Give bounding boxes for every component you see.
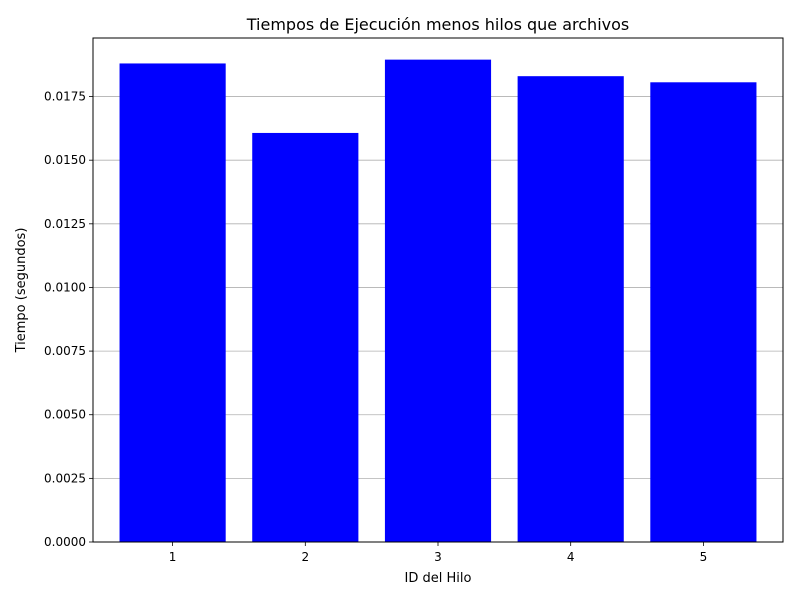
bar-3 <box>384 59 492 543</box>
y-tick-label: 0.0025 <box>44 471 86 485</box>
y-axis-ticks: 0.0000 0.0025 0.0050 0.0075 0.0100 0.0125 0.01… <box>44 90 93 549</box>
y-tick-label: 0.0100 <box>44 280 86 294</box>
x-axis-label: ID del Hilo <box>405 571 472 586</box>
y-axis-label: Tiempo (segundos) <box>14 228 29 354</box>
x-tick-label: 2 <box>301 550 309 564</box>
bar-5 <box>650 82 757 543</box>
x-axis-ticks: 1 2 3 4 5 <box>169 542 707 564</box>
bar-1 <box>119 63 226 543</box>
y-tick-label: 0.0125 <box>44 217 86 231</box>
bars <box>119 59 757 543</box>
bar-4 <box>517 76 624 542</box>
y-tick-label: 0.0000 <box>44 535 86 549</box>
y-tick-label: 0.0150 <box>44 153 86 167</box>
x-tick-label: 1 <box>169 550 177 564</box>
x-tick-label: 3 <box>434 550 442 564</box>
y-tick-label: 0.0050 <box>44 408 86 422</box>
x-tick-label: 4 <box>567 550 575 564</box>
bar-2 <box>252 132 359 543</box>
chart-title: Tiempos de Ejecución menos hilos que arc… <box>246 15 629 34</box>
y-tick-label: 0.0075 <box>44 344 86 358</box>
y-tick-label: 0.0175 <box>44 90 86 104</box>
x-tick-label: 5 <box>700 550 708 564</box>
